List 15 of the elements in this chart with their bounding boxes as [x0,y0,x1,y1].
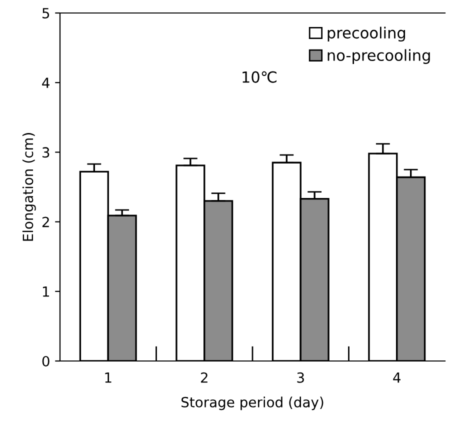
x-tick-label: 4 [393,372,401,383]
y-tick-label: 3 [42,147,50,158]
y-tick-label: 5 [42,8,50,18]
legend-label: no-precooling [328,49,430,64]
y-tick-label: 2 [42,216,49,228]
x-axis-title: Storage period (day) [182,396,324,410]
x-tick-label: 2 [200,372,208,383]
y-tick-label: 1 [42,286,49,297]
legend-label: precooling [328,26,406,42]
y-axis-title: Elongation (cm) [22,133,36,241]
y-tick-label: 4 [42,78,50,88]
annotation: 10℃ [242,71,276,83]
x-tick-label: 1 [105,372,112,383]
x-tick-label: 3 [297,372,304,383]
y-tick-label: 0 [42,356,50,366]
